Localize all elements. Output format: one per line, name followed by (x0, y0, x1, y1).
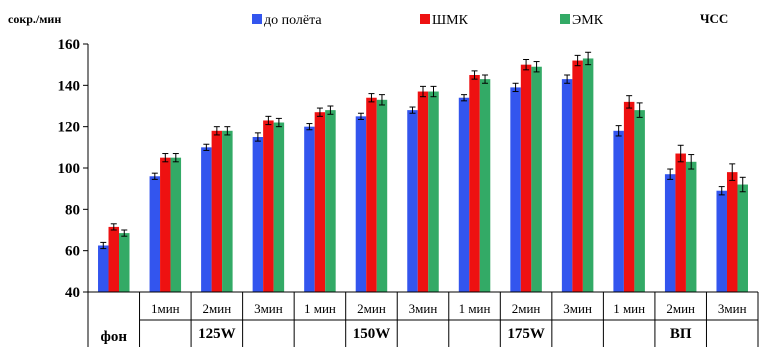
x-tick-label: 3мин (409, 301, 438, 316)
bar (520, 64, 532, 292)
legend-label: ЭМК (572, 13, 604, 28)
bar (263, 120, 274, 292)
x-tick-label: 1 мин (613, 301, 645, 316)
bar (325, 110, 336, 292)
x-tick-label: 1мин (151, 301, 180, 316)
x-group-label: ВП (670, 326, 692, 342)
bar (572, 60, 583, 292)
x-tick-label: 3мин (718, 301, 747, 316)
x-group-label: 125W (198, 326, 236, 342)
bar (582, 58, 594, 292)
bars (98, 51, 748, 293)
bar (252, 137, 264, 292)
x-tick-label: 3мин (563, 301, 592, 316)
x-tick-label: 2мин (203, 301, 232, 316)
bar (634, 110, 645, 292)
legend: до полёта ШМК ЭМК (252, 13, 604, 28)
bar (623, 101, 635, 293)
bar (160, 157, 171, 292)
x-tick-label: 1 мин (304, 301, 336, 316)
bar (376, 99, 388, 292)
bar (726, 172, 738, 292)
bar (428, 91, 439, 292)
bar (737, 184, 748, 292)
legend-swatch (252, 14, 262, 24)
legend-swatch (560, 14, 570, 24)
bar (170, 157, 182, 292)
legend-label: до полёта (264, 13, 322, 28)
y-tick-label: 60 (65, 244, 80, 260)
y-tick-label: 40 (65, 285, 80, 301)
bar (222, 130, 233, 292)
bar (211, 130, 223, 292)
bar (479, 79, 491, 292)
bar (458, 97, 470, 292)
bar (304, 126, 315, 292)
bar (407, 110, 418, 292)
bar (273, 122, 285, 292)
x-group-label: 175W (507, 326, 545, 342)
bar (98, 245, 109, 292)
bar (108, 226, 120, 292)
axes: 40 60 80 100 120 140 160 (58, 37, 759, 347)
y-tick-label: 80 (65, 202, 80, 218)
bar (417, 91, 429, 292)
bar (355, 116, 367, 292)
bar (685, 161, 697, 292)
bar (119, 233, 130, 292)
x-tick-label: 2мин (666, 301, 695, 316)
bar (366, 97, 377, 292)
bar (716, 190, 727, 292)
category-labels: 1мин 2мин 3мин 1 мин 2мин 3мин 1 мин 2мин 3мин 1 … (101, 301, 747, 345)
y-tick-label: 140 (58, 78, 81, 94)
bar (561, 79, 573, 292)
legend-swatch (420, 14, 430, 24)
y-axis-label: сокр./мин (8, 12, 61, 26)
legend-label: ШМК (432, 13, 469, 28)
bar (314, 112, 326, 292)
y-tick-label: 100 (58, 161, 81, 177)
x-tick-label: 3мин (254, 301, 283, 316)
y-tick-label: 120 (58, 120, 81, 136)
x-tick-label: 2мин (512, 301, 541, 316)
y-tick-label: 160 (58, 37, 81, 53)
bar (531, 66, 542, 292)
x-tick-label: 2мин (357, 301, 386, 316)
bar (201, 147, 212, 292)
x-group-label: фон (101, 329, 128, 345)
chart-title: ЧСС (700, 11, 728, 26)
bar (469, 75, 480, 292)
bar (613, 130, 624, 292)
bar (664, 174, 676, 292)
x-group-label: 150W (353, 326, 391, 342)
bar (510, 87, 521, 293)
x-tick-label: 1 мин (459, 301, 491, 316)
bar (149, 176, 161, 292)
bar (675, 153, 686, 292)
